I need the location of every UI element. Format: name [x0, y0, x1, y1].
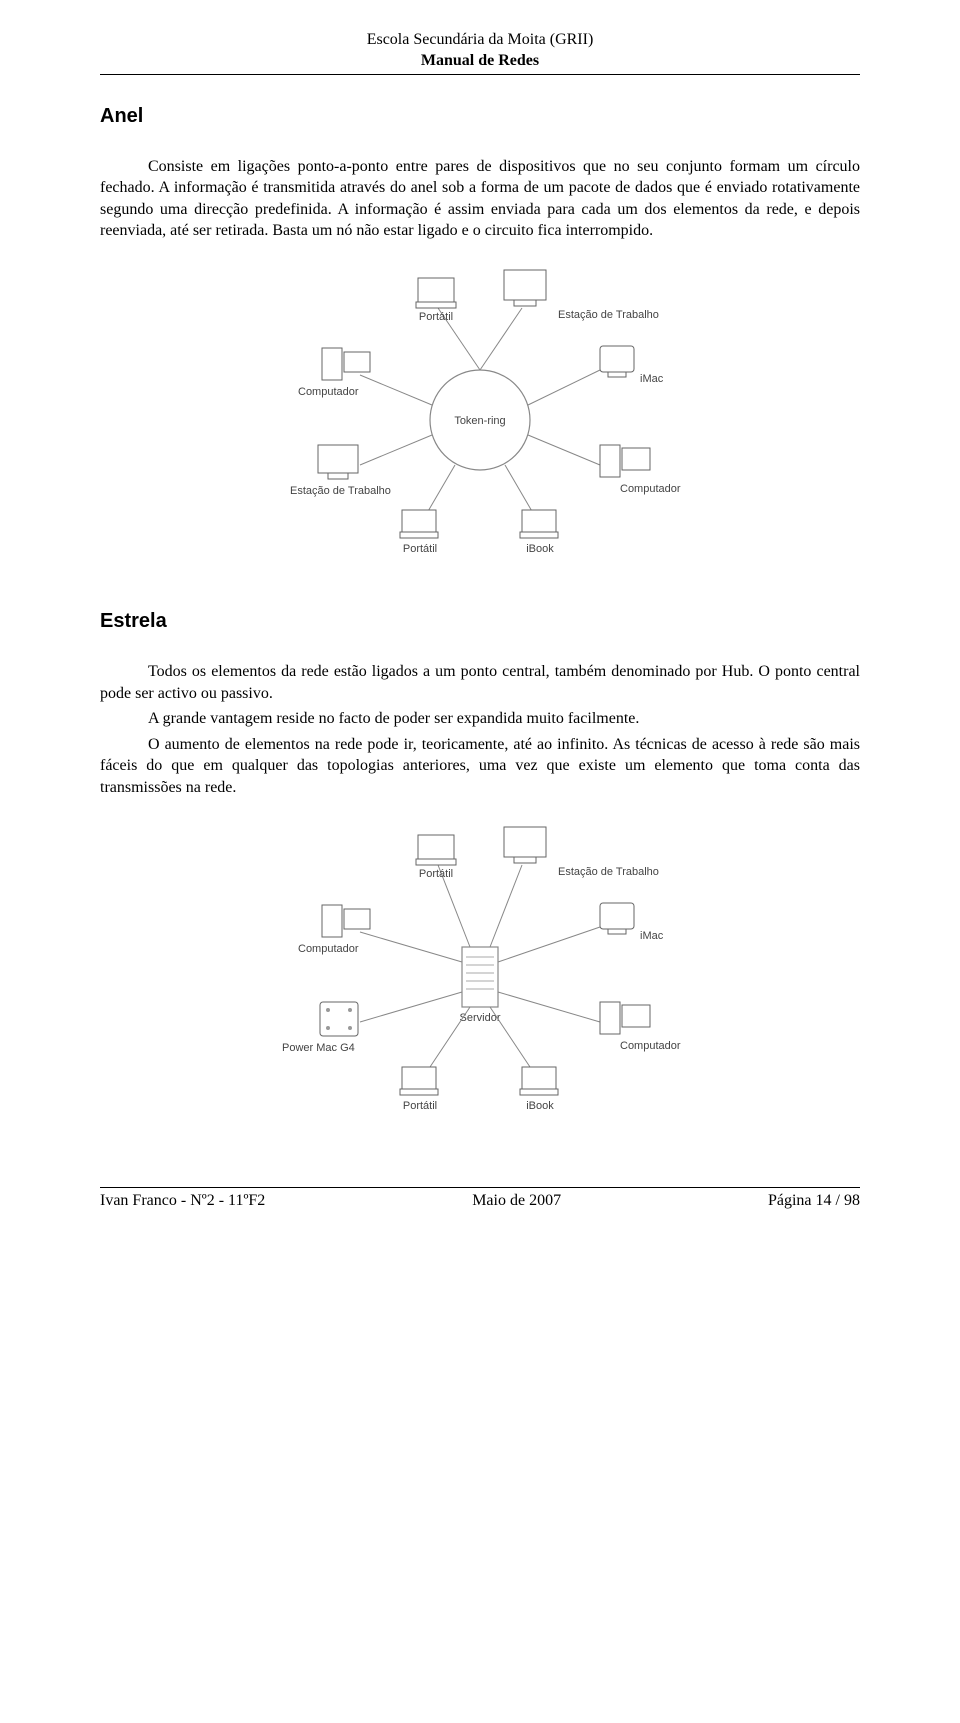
header-rule [100, 74, 860, 75]
device-ibook-b: iBook [520, 510, 558, 555]
device-powermac-ll: Power Mac G4 [282, 1002, 358, 1054]
svg-text:Estação de Trabalho: Estação de Trabalho [558, 866, 659, 878]
device-portatil-tl: Portátil [416, 278, 456, 323]
section-anel-title: Anel [100, 105, 860, 128]
device-estacao-tr2: Estação de Trabalho [504, 827, 659, 878]
footer-rule [100, 1187, 860, 1188]
estrela-p3: O aumento de elementos na rede pode ir, … [100, 734, 860, 799]
svg-text:Portátil: Portátil [403, 1100, 437, 1112]
footer-right: Página 14 / 98 [768, 1192, 860, 1210]
header-school: Escola Secundária da Moita (GRII) [100, 30, 860, 51]
svg-text:Portátil: Portátil [419, 311, 453, 323]
ring-topology-diagram: Token-ring Portátil Estação de Trabalho … [270, 260, 690, 570]
svg-text:Computador: Computador [298, 943, 359, 955]
device-computador-r2: Computador [600, 1002, 681, 1052]
section-anel-paragraph: Consiste em ligações ponto-a-ponto entre… [100, 156, 860, 242]
device-imac-r: iMac [600, 346, 664, 385]
svg-text:Computador: Computador [620, 1040, 681, 1052]
device-portatil-bl2: Portátil [400, 1067, 438, 1112]
svg-text:iBook: iBook [526, 1100, 554, 1112]
device-computador-l: Computador [298, 348, 370, 398]
estrela-p1: Todos os elementos da rede estão ligados… [100, 661, 860, 704]
svg-text:Portátil: Portátil [403, 543, 437, 555]
svg-text:Power Mac G4: Power Mac G4 [282, 1042, 355, 1054]
svg-text:iMac: iMac [640, 930, 664, 942]
section-estrela-title: Estrela [100, 610, 860, 633]
device-computador-l2: Computador [298, 905, 370, 955]
svg-text:Computador: Computador [620, 483, 681, 495]
ring-center-label: Token-ring [454, 415, 505, 427]
svg-text:Portátil: Portátil [419, 868, 453, 880]
header-title: Manual de Redes [100, 51, 860, 72]
footer-center: Maio de 2007 [472, 1192, 561, 1210]
device-portatil-tl2: Portátil [416, 835, 456, 880]
footer-left: Ivan Franco - Nº2 - 11ºF2 [100, 1192, 265, 1210]
svg-text:iBook: iBook [526, 543, 554, 555]
estrela-p2: A grande vantagem reside no facto de pod… [100, 708, 860, 730]
svg-text:Estação de Trabalho: Estação de Trabalho [290, 485, 391, 497]
device-computador-r: Computador [600, 445, 681, 495]
svg-text:Estação de Trabalho: Estação de Trabalho [558, 309, 659, 321]
device-ibook-b2: iBook [520, 1067, 558, 1112]
device-portatil-bl: Portátil [400, 510, 438, 555]
svg-text:iMac: iMac [640, 373, 664, 385]
svg-text:Computador: Computador [298, 386, 359, 398]
device-imac-r2: iMac [600, 903, 664, 942]
device-estacao-tr: Estação de Trabalho [504, 270, 659, 321]
device-estacao-ll: Estação de Trabalho [290, 445, 391, 497]
page-footer: Ivan Franco - Nº2 - 11ºF2 Maio de 2007 P… [100, 1187, 860, 1210]
star-topology-diagram: Servidor Portátil Estação de Trabalho iM… [270, 817, 690, 1127]
